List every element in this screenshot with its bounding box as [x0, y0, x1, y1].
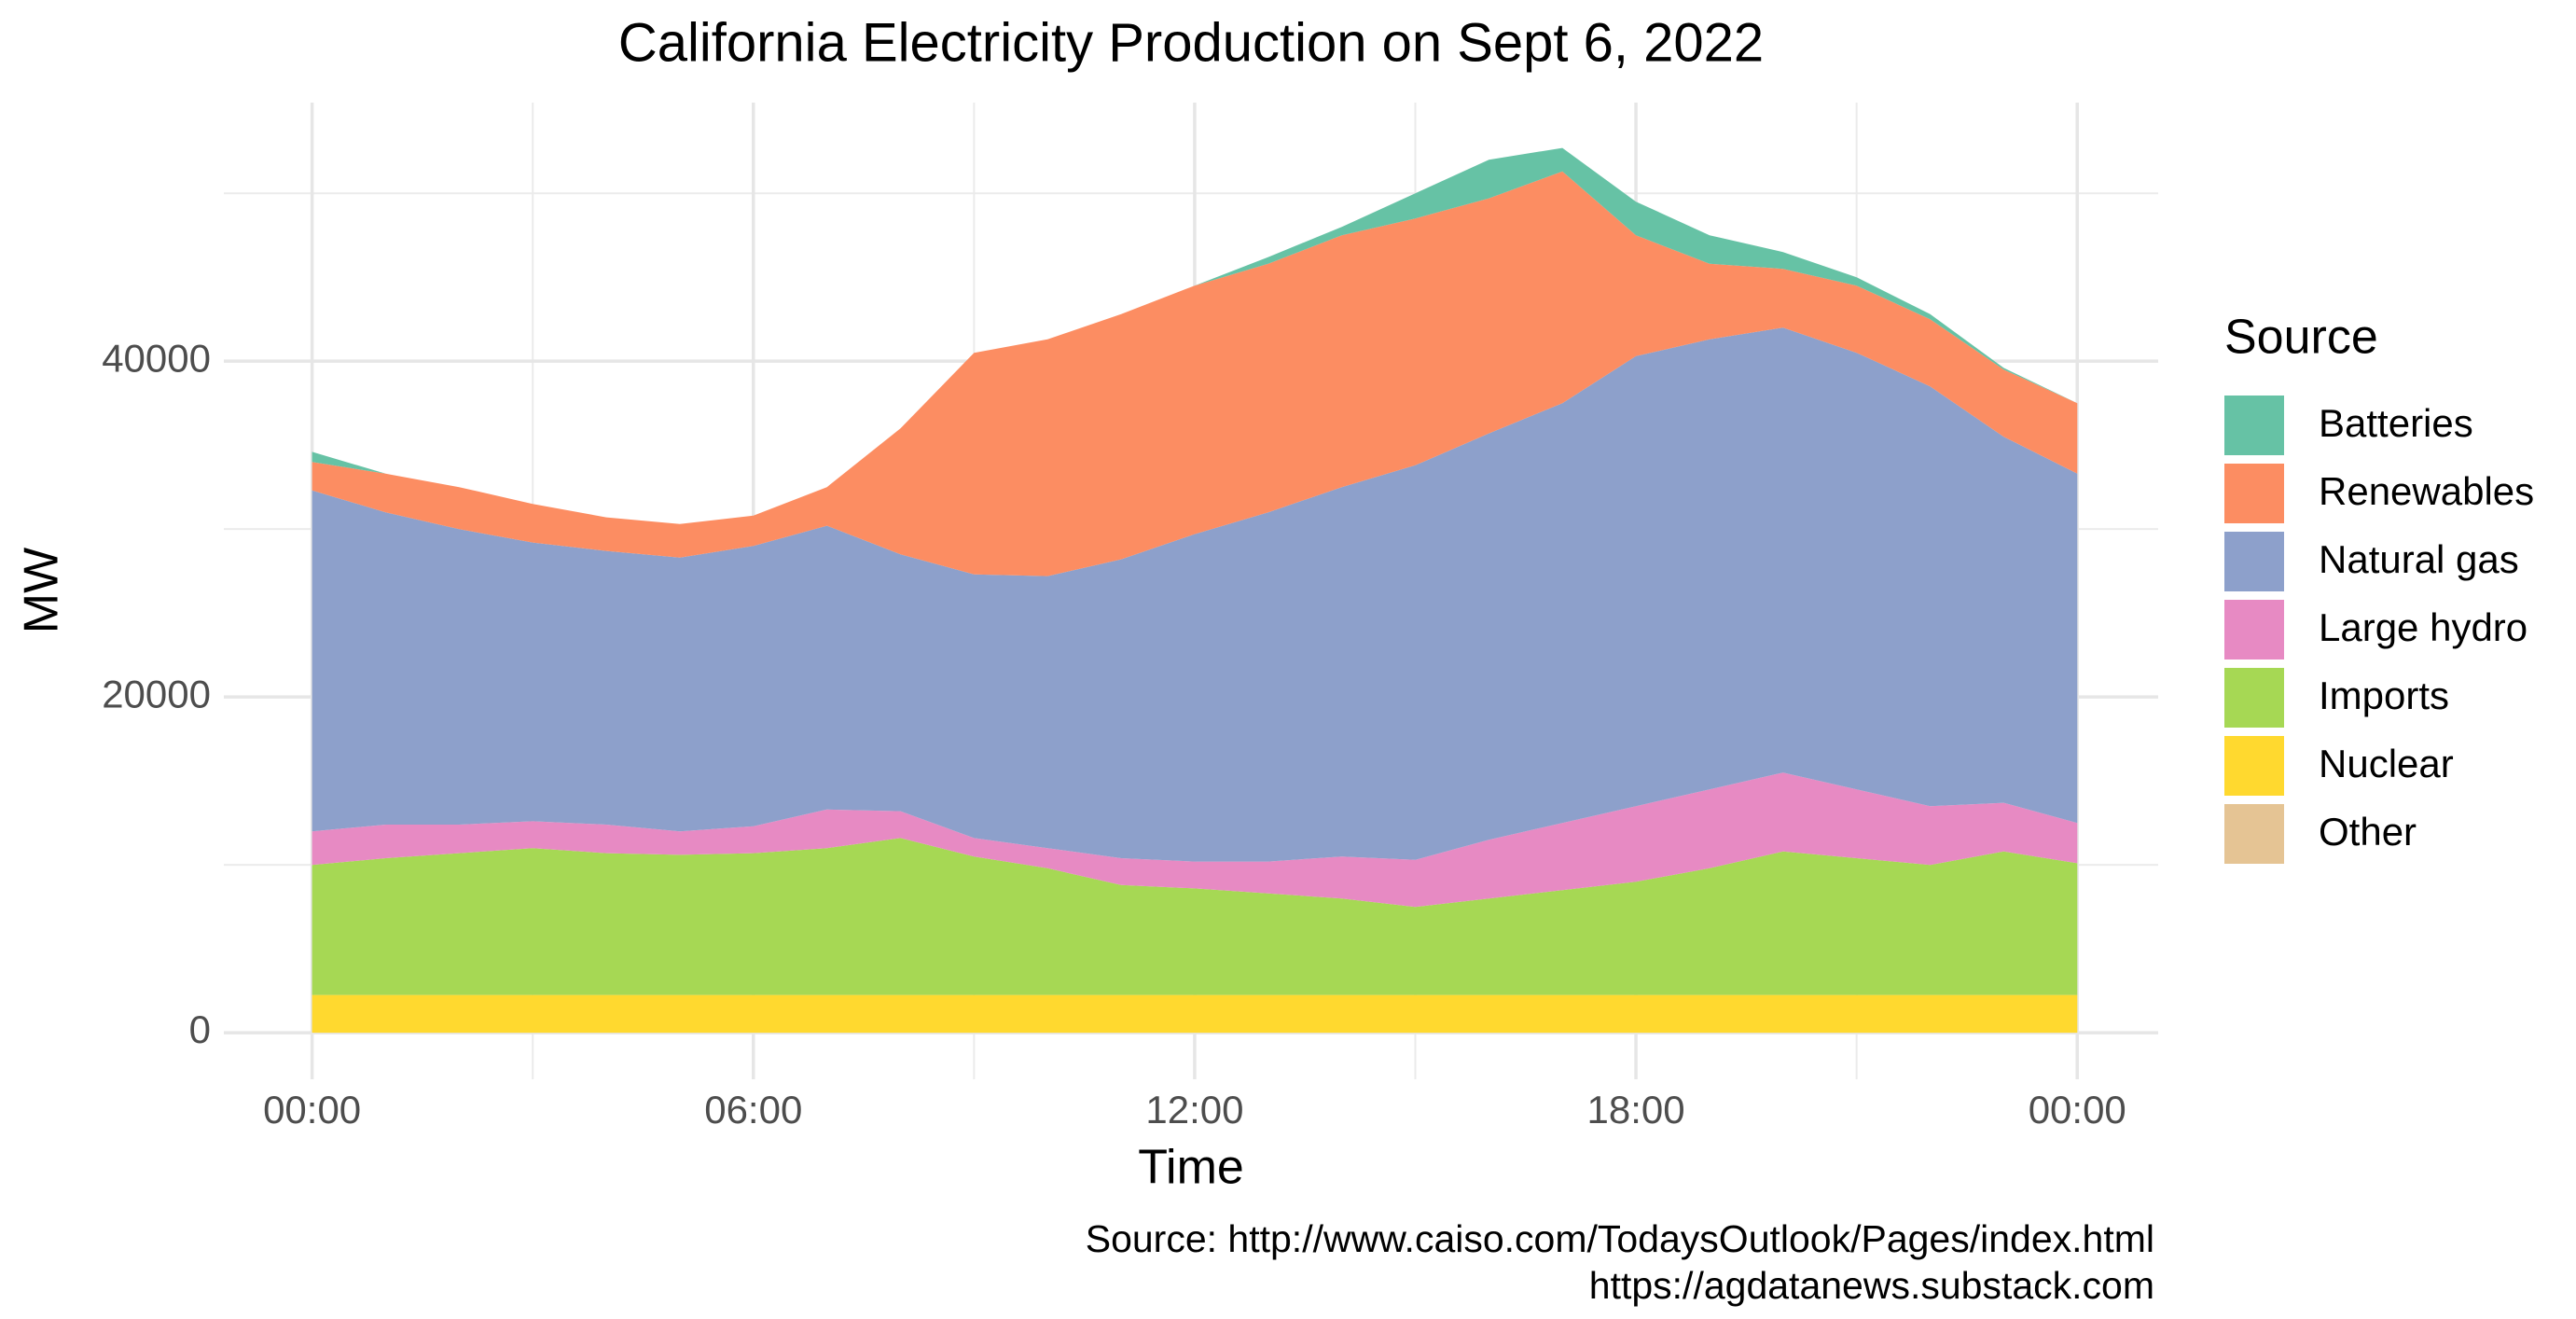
area	[312, 171, 2078, 576]
legend-swatch	[2224, 396, 2284, 455]
caption: https://agdatanews.substack.com	[1589, 1264, 2154, 1307]
y-tick-label: 0	[189, 1007, 211, 1051]
y-tick-label: 40000	[102, 336, 211, 380]
legend-swatch	[2224, 464, 2284, 523]
legend-swatch	[2224, 668, 2284, 728]
x-tick-label: 00:00	[263, 1088, 361, 1132]
x-tick-label: 18:00	[1587, 1088, 1685, 1132]
legend-label: Imports	[2319, 673, 2449, 717]
legend-label: Renewables	[2319, 469, 2534, 513]
legend-label: Nuclear	[2319, 742, 2454, 785]
caption: Source: http://www.caiso.com/TodaysOutlo…	[1086, 1217, 2154, 1260]
chart-title: California Electricity Production on Sep…	[618, 12, 1764, 73]
legend-label: Batteries	[2319, 401, 2473, 445]
legend-swatch	[2224, 804, 2284, 864]
legend-label: Natural gas	[2319, 537, 2519, 581]
y-axis-title: MW	[15, 548, 69, 633]
area	[312, 772, 2078, 908]
legend-swatch	[2224, 736, 2284, 796]
x-axis-title: Time	[1138, 1141, 1244, 1195]
area	[312, 994, 2078, 1034]
legend-label: Other	[2319, 810, 2417, 854]
area	[312, 327, 2078, 862]
legend-title: Source	[2224, 311, 2378, 365]
y-tick-label: 20000	[102, 672, 211, 715]
legend-label: Large hydro	[2319, 605, 2528, 649]
legend-swatch	[2224, 600, 2284, 660]
x-tick-label: 06:00	[704, 1088, 802, 1132]
x-tick-label: 12:00	[1145, 1088, 1243, 1132]
x-tick-label: 00:00	[2029, 1088, 2126, 1132]
legend-swatch	[2224, 532, 2284, 591]
area	[312, 838, 2078, 995]
